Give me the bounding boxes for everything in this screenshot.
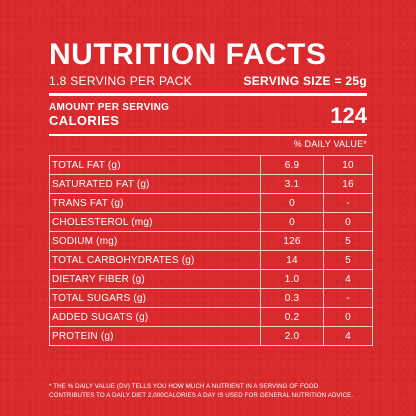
- nutrient-daily-value: -: [323, 288, 373, 308]
- nutrient-amount: 6.9: [260, 155, 324, 175]
- nutrient-daily-value: -: [323, 193, 373, 213]
- footnote-line-2: CONTRIBUTES TO A DAILY DIET 2,000CALORIE…: [49, 392, 354, 399]
- nutrition-facts-panel: NUTRITION FACTS 1.8 SERVING PER PACK SER…: [49, 38, 373, 346]
- nutrient-row: SATURATED FAT (g) 3.1 16: [49, 174, 373, 194]
- nutrient-row: TOTAL CARBOHYDRATES (g) 14 5: [49, 250, 373, 270]
- nutrient-name: PROTEIN (g): [49, 326, 261, 346]
- nutrient-name: SATURATED FAT (g): [49, 174, 261, 194]
- calories-value: 124: [330, 103, 367, 128]
- nutrient-daily-value: 5: [323, 231, 373, 251]
- footnote-line-1: * THE % DAILY VALUE (DV) TELLS YOU HOW M…: [49, 383, 319, 390]
- nutrient-amount: 14: [260, 250, 324, 270]
- nutrient-amount: 3.1: [260, 174, 324, 194]
- nutrient-name: CHOLESTEROL (mg): [49, 212, 261, 232]
- serving-size: SERVING SIZE = 25g: [243, 74, 367, 88]
- serving-info: 1.8 SERVING PER PACK SERVING SIZE = 25g: [49, 74, 367, 88]
- nutrient-daily-value: 0: [323, 307, 373, 327]
- nutrient-amount: 1.0: [260, 269, 324, 289]
- nutrient-row: TRANS FAT (g) 0-: [49, 193, 373, 213]
- servings-per-pack: 1.8 SERVING PER PACK: [49, 74, 192, 88]
- nutrient-name: TOTAL FAT (g): [49, 155, 261, 175]
- calories-label: CALORIES: [49, 113, 120, 128]
- nutrient-name: TOTAL CARBOHYDRATES (g): [49, 250, 261, 270]
- nutrient-name: TRANS FAT (g): [49, 193, 261, 213]
- calories-divider: [49, 134, 367, 136]
- nutrient-name: SODIUM (mg): [49, 231, 261, 251]
- nutrient-row: TOTAL FAT (g) 6.9 10: [49, 155, 373, 175]
- nutrient-daily-value: 16: [323, 174, 373, 194]
- nutrient-daily-value: 4: [323, 326, 373, 346]
- nutrient-row: DIETARY FIBER (g) 1.0 4: [49, 269, 373, 289]
- nutrient-name: TOTAL SUGARS (g): [49, 288, 261, 308]
- nutrient-daily-value: 5: [323, 250, 373, 270]
- nutrient-amount: 0: [260, 193, 324, 213]
- thick-divider: [49, 93, 367, 96]
- nutrient-amount: 126: [260, 231, 324, 251]
- daily-value-header: % DAILY VALUE*: [293, 139, 367, 149]
- nutrient-name: ADDED SUGATS (g): [49, 307, 261, 327]
- nutrient-amount: 0: [260, 212, 324, 232]
- nutrient-row: ADDED SUGATS (g) 0.2 0: [49, 307, 373, 327]
- nutrient-table: TOTAL FAT (g) 6.9 10 SATURATED FAT (g) 3.1 16…: [49, 155, 373, 346]
- nutrient-daily-value: 0: [323, 212, 373, 232]
- amount-per-serving-label: AMOUNT PER SERVING: [49, 102, 170, 113]
- nutrient-row: TOTAL SUGARS (g) 0.3-: [49, 288, 373, 308]
- footnote: * THE % DAILY VALUE (DV) TELLS YOU HOW M…: [49, 382, 379, 400]
- nutrient-daily-value: 4: [323, 269, 373, 289]
- nutrient-amount: 2.0: [260, 326, 324, 346]
- nutrient-amount: 0.3: [260, 288, 324, 308]
- nutrition-facts-title: NUTRITION FACTS: [49, 38, 327, 71]
- calories-row: AMOUNT PER SERVING CALORIES 124: [49, 100, 367, 128]
- nutrient-row: PROTEIN (g) 2.0 4: [49, 326, 373, 346]
- nutrient-name: DIETARY FIBER (g): [49, 269, 261, 289]
- nutrient-daily-value: 10: [323, 155, 373, 175]
- nutrient-amount: 0.2: [260, 307, 324, 327]
- nutrient-row: SODIUM (mg) 126 5: [49, 231, 373, 251]
- nutrient-row: CHOLESTEROL (mg) 0 0: [49, 212, 373, 232]
